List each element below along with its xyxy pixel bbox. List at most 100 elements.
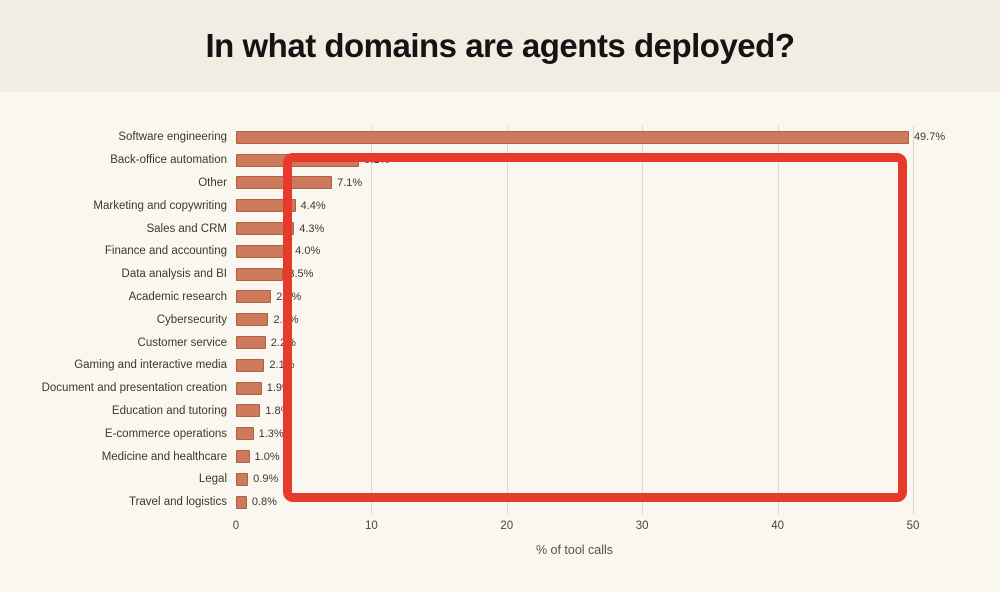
category-label: Document and presentation creation	[41, 382, 227, 395]
bar-row: Travel and logistics 0.8%	[0, 491, 1000, 514]
bar	[236, 472, 249, 486]
category-label: Finance and accounting	[104, 245, 227, 258]
bar-track: 2.2%	[236, 336, 1000, 350]
bar-row: Gaming and interactive media 2.1%	[0, 354, 1000, 377]
bar-track: 0.8%	[236, 495, 1000, 509]
x-axis-title: % of tool calls	[535, 543, 614, 557]
category-label: Cybersecurity	[156, 313, 227, 326]
bar-track: 49.7%	[236, 130, 1000, 144]
bar-rows: Software engineering 49.7% Back-office aut…	[0, 126, 1000, 514]
value-label: 1.9%	[266, 382, 292, 395]
category-label: Education and tutoring	[111, 404, 227, 417]
bar-track: 2.1%	[236, 358, 1000, 372]
value-label: 2.6%	[276, 290, 302, 303]
value-label: 4.4%	[300, 199, 326, 212]
value-label: 0.8%	[251, 496, 277, 509]
category-label: Academic research	[128, 290, 227, 303]
bar-track: 0.9%	[236, 472, 1000, 486]
bar-track: 4.0%	[236, 244, 1000, 258]
bar-track: 4.4%	[236, 199, 1000, 213]
category-label: E-commerce operations	[104, 427, 227, 440]
category-label: Data analysis and BI	[121, 268, 227, 281]
bar-track: 9.1%	[236, 153, 1000, 167]
bar-row: Cybersecurity 2.4%	[0, 308, 1000, 331]
category-label: Travel and logistics	[128, 496, 227, 509]
bar-row: Education and tutoring 1.8%	[0, 400, 1000, 423]
x-axis-ticks: 0 10 20 30 40 50	[232, 520, 920, 534]
bar	[236, 495, 247, 509]
bar-row: Marketing and copywriting 4.4%	[0, 194, 1000, 217]
bar	[236, 244, 291, 258]
x-tick-label: 30	[635, 520, 649, 532]
category-label: Customer service	[137, 336, 227, 349]
bar-track: 7.1%	[236, 176, 1000, 190]
bar	[236, 336, 266, 350]
category-label: Back-office automation	[110, 154, 227, 167]
category-label: Sales and CRM	[146, 222, 227, 235]
bar-row: Sales and CRM 4.3%	[0, 217, 1000, 240]
bar-row: Finance and accounting 4.0%	[0, 240, 1000, 263]
value-label: 49.7%	[913, 131, 946, 144]
value-label: 4.0%	[295, 245, 321, 258]
bar	[236, 313, 269, 327]
bar-row: Data analysis and BI 3.5%	[0, 263, 1000, 286]
gridline	[371, 126, 373, 514]
page-title: In what domains are agents deployed?	[205, 27, 795, 64]
bar-track: 2.4%	[236, 313, 1000, 327]
bar-row: Customer service 2.2%	[0, 331, 1000, 354]
bar-track: 4.3%	[236, 222, 1000, 236]
x-tick-label: 50	[906, 520, 920, 532]
value-label: 2.2%	[270, 336, 296, 349]
bar	[236, 199, 296, 213]
bar-track: 2.6%	[236, 290, 1000, 304]
gridline	[777, 126, 779, 514]
category-label: Legal	[198, 473, 227, 486]
bar-row: Medicine and healthcare 1.0%	[0, 445, 1000, 468]
bar	[236, 404, 261, 418]
bar	[236, 381, 262, 395]
value-label: 7.1%	[337, 176, 363, 189]
value-label: 1.8%	[265, 404, 291, 417]
bar	[236, 450, 250, 464]
bar-row: Legal 0.9%	[0, 468, 1000, 491]
category-label: Gaming and interactive media	[74, 359, 227, 372]
bar	[236, 153, 360, 167]
value-label: 0.9%	[253, 473, 279, 486]
bar-track: 3.5%	[236, 267, 1000, 281]
bar	[236, 222, 295, 236]
bar	[236, 358, 265, 372]
category-label: Software engineering	[118, 131, 227, 144]
header-band: In what domains are agents deployed?	[0, 0, 1000, 92]
gridline	[913, 126, 914, 514]
bar-track: 1.0%	[236, 450, 1000, 464]
gridline	[642, 126, 644, 514]
bar-row: Back-office automation 9.1%	[0, 149, 1000, 172]
bar-row: Other 7.1%	[0, 172, 1000, 195]
x-tick-label: 40	[771, 520, 784, 532]
bar-track: 1.3%	[236, 427, 1000, 441]
value-label: 1.3%	[258, 427, 284, 440]
value-label: 3.5%	[288, 268, 314, 281]
bar	[236, 130, 909, 144]
x-tick-label: 20	[500, 520, 514, 532]
bar-row: E-commerce operations 1.3%	[0, 422, 1000, 445]
bar-track: 1.8%	[236, 404, 1000, 418]
bar-row: Academic research 2.6%	[0, 286, 1000, 309]
bar-row: Software engineering 49.7%	[0, 126, 1000, 149]
gridline	[506, 126, 508, 514]
value-label: 1.0%	[254, 450, 280, 463]
category-label: Other	[198, 176, 227, 189]
x-tick-label: 0	[232, 520, 240, 532]
category-label: Marketing and copywriting	[93, 199, 227, 212]
bar-track: 1.9%	[236, 381, 1000, 395]
category-label: Medicine and healthcare	[101, 450, 227, 463]
value-label: 2.1%	[269, 359, 295, 372]
value-label: 9.1%	[364, 154, 390, 167]
bar-row: Document and presentation creation 1.9%	[0, 377, 1000, 400]
bar	[236, 290, 272, 304]
bottom-strip	[0, 592, 1000, 598]
bar	[236, 427, 254, 441]
bar	[236, 267, 284, 281]
bar	[236, 176, 333, 190]
